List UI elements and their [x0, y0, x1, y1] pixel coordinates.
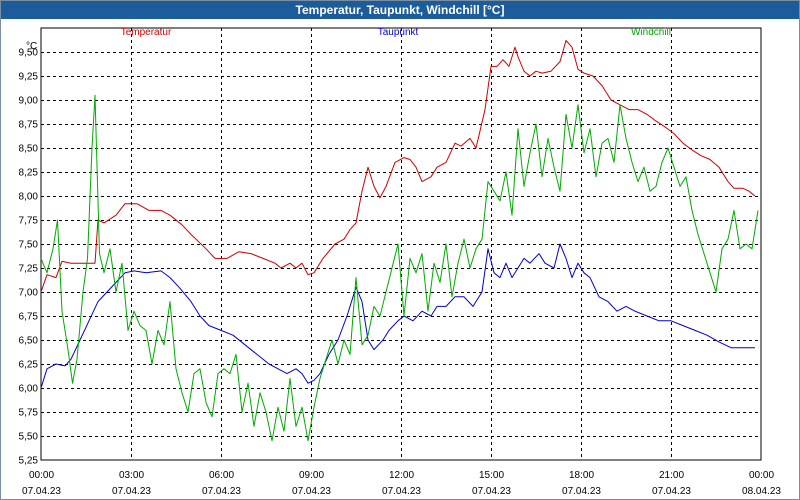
- y-tick-label: 6,25: [19, 360, 39, 371]
- x-tick-date: 07.04.23: [22, 486, 61, 497]
- y-tick-label: 8,50: [19, 144, 39, 155]
- x-tick-date: 07.04.23: [472, 486, 511, 497]
- x-tick-labels: 00:00 07.04.23 03:00 07.04.23 06:00 07.04.23 0…: [22, 470, 781, 497]
- y-tick-label: 5,50: [19, 432, 39, 443]
- series-line-temperatur: [40, 40, 756, 293]
- y-axis-label: °C: [26, 41, 37, 52]
- x-tick-time: 12:00: [389, 470, 414, 481]
- x-tick-time: 00:00: [29, 470, 54, 481]
- legend: Temperatur Taupunkt Windchill: [121, 27, 671, 38]
- y-tick-label: 7,75: [19, 216, 39, 227]
- y-tick-label: 6,50: [19, 336, 39, 347]
- x-tick-date: 07.04.23: [292, 486, 331, 497]
- y-tick-label: 9,00: [19, 96, 39, 107]
- y-tick-label: 7,50: [19, 240, 39, 251]
- y-tick-label: 5,75: [19, 408, 39, 419]
- x-tick-date: 08.04.23: [742, 486, 781, 497]
- y-tick-label: 8,00: [19, 192, 39, 203]
- x-tick-time: 03:00: [119, 470, 144, 481]
- y-tick-label: 6,75: [19, 312, 39, 323]
- y-tick-label: 7,25: [19, 264, 39, 275]
- y-tick-label: 5,25: [19, 456, 39, 467]
- x-tick-time: 21:00: [659, 470, 684, 481]
- y-tick-labels: 5,25 5,50 5,75 6,00 6,25 6,50 6,75 7,00 7,25 7,50…: [19, 48, 39, 467]
- legend-entry: Windchill: [631, 27, 671, 38]
- grid: [40, 27, 762, 461]
- x-tick-time: 15:00: [479, 470, 504, 481]
- x-tick-time: 06:00: [209, 470, 234, 481]
- legend-entry: Taupunkt: [378, 27, 419, 38]
- x-tick-date: 07.04.23: [202, 486, 241, 497]
- x-tick-date: 07.04.23: [562, 486, 601, 497]
- y-tick-label: 9,50: [19, 48, 39, 59]
- series-line-taupunkt: [40, 243, 755, 389]
- y-tick-label: 8,25: [19, 168, 39, 179]
- y-tick-label: 6,00: [19, 384, 39, 395]
- series-line-windchill: [40, 94, 759, 442]
- y-tick-label: 9,25: [19, 72, 39, 83]
- y-tick-label: 7,00: [19, 288, 39, 299]
- x-tick-time: 09:00: [299, 470, 324, 481]
- y-tick-label: 8,75: [19, 120, 39, 131]
- x-tick-date: 07.04.23: [112, 486, 151, 497]
- x-tick-date: 07.04.23: [382, 486, 421, 497]
- x-tick-time: 00:00: [749, 470, 774, 481]
- legend-entry: Temperatur: [121, 27, 172, 38]
- window-title: Temperatur, Taupunkt, Windchill [°C]: [1, 1, 799, 19]
- series-lines: [40, 40, 759, 442]
- x-tick-date: 07.04.23: [652, 486, 691, 497]
- x-tick-time: 18:00: [569, 470, 594, 481]
